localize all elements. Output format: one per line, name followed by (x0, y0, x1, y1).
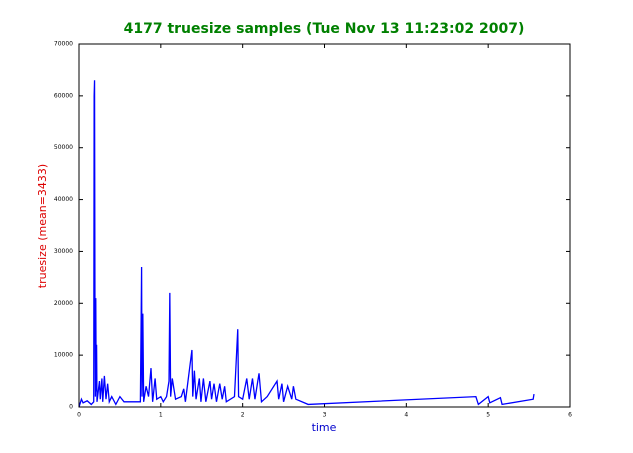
x-tick-label: 0 (77, 412, 81, 419)
y-tick-label: 30000 (54, 248, 73, 255)
y-tick-label: 70000 (54, 41, 73, 48)
x-tick-label: 4 (404, 412, 408, 419)
y-tick-label: 10000 (54, 352, 73, 359)
data-line (78, 80, 535, 408)
y-tick-label: 50000 (54, 144, 73, 151)
x-tick-label: 6 (568, 412, 572, 419)
y-tick-label: 0 (69, 404, 73, 411)
x-axis-label: time (312, 421, 337, 434)
chart-title: 4177 truesize samples (Tue Nov 13 11:23:… (124, 21, 525, 37)
x-tick-label: 5 (486, 412, 490, 419)
y-tick-label: 20000 (54, 300, 73, 307)
plot-frame (78, 43, 571, 408)
x-tick-label: 1 (159, 412, 163, 419)
x-tick-label: 3 (323, 412, 327, 419)
y-axis-label: truesize (mean=3433) (36, 164, 49, 288)
x-tick-label: 2 (241, 412, 245, 419)
y-tick-label: 60000 (54, 92, 73, 99)
y-tick-label: 40000 (54, 196, 73, 203)
